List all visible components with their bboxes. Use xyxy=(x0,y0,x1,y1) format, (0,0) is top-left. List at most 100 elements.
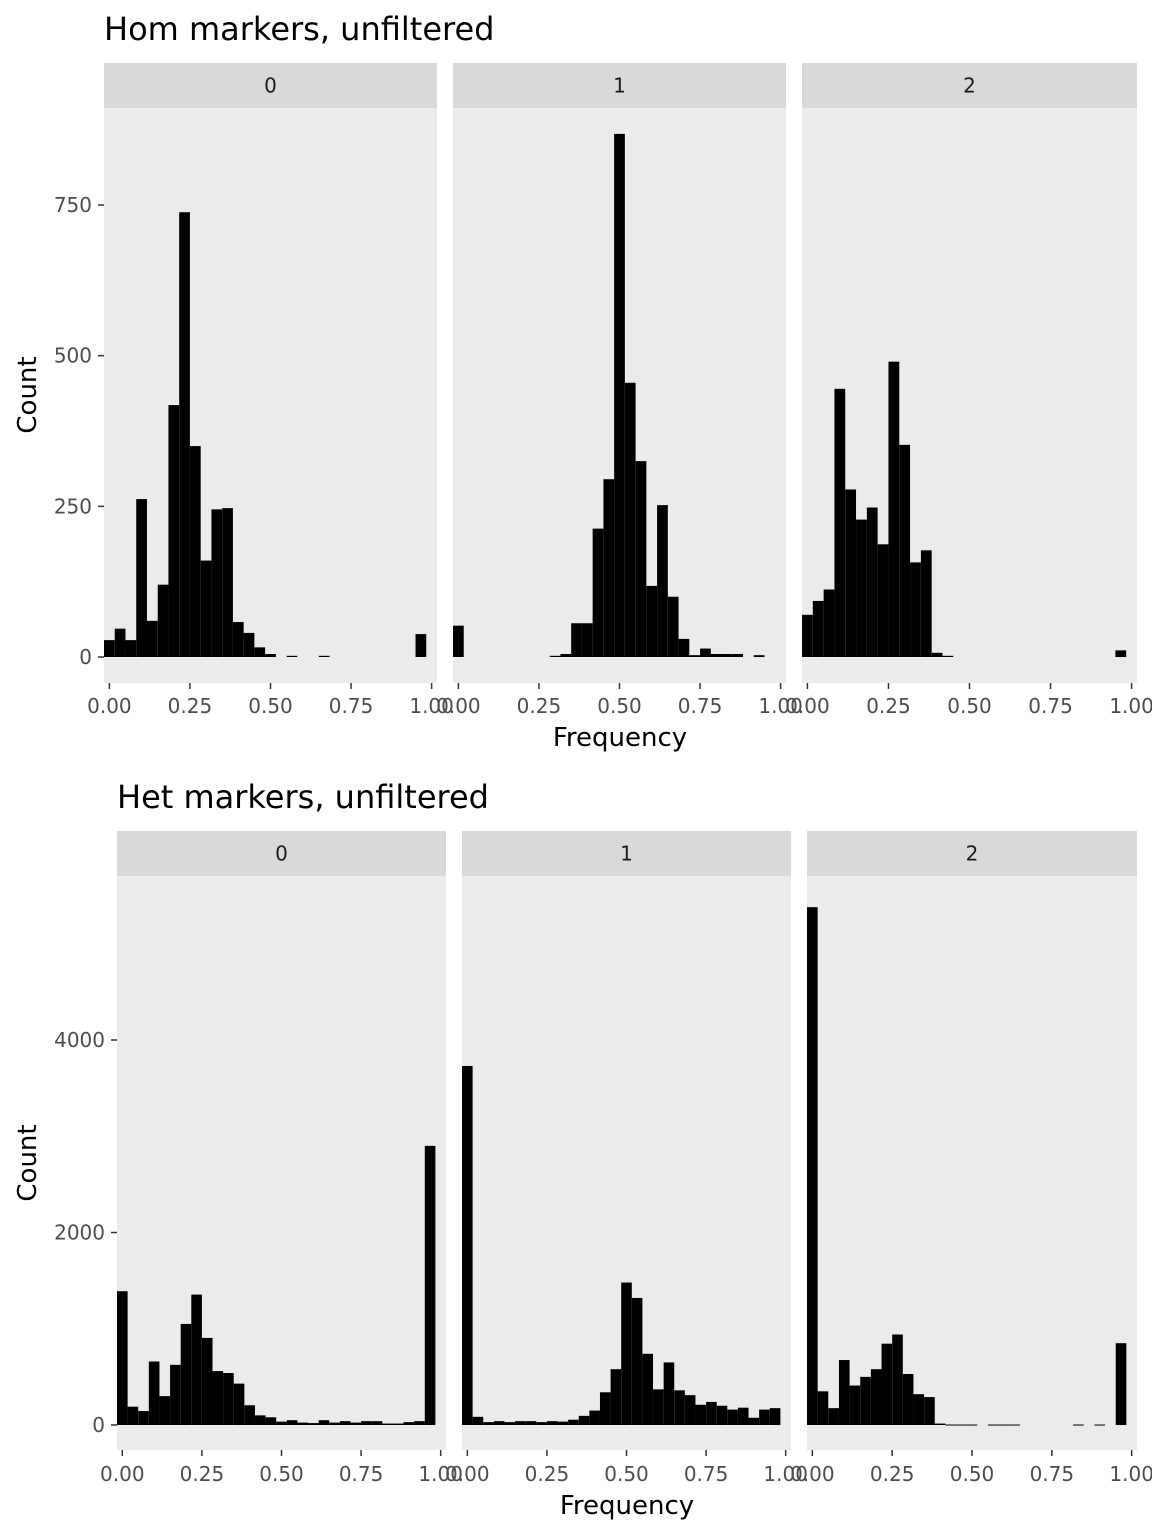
histogram-bar xyxy=(812,600,824,657)
histogram-bar xyxy=(117,1291,128,1425)
histogram-bar xyxy=(838,1360,850,1425)
x-tick-label: 1.00 xyxy=(409,694,454,718)
x-tick-label: 0.75 xyxy=(1030,1462,1075,1486)
histogram-bar xyxy=(828,1408,839,1425)
chart-title: Hom markers, unfiltered xyxy=(104,10,494,48)
facet-strip xyxy=(453,63,786,108)
histogram-bar xyxy=(546,1421,558,1425)
x-tick-label: 0.75 xyxy=(1028,694,1073,718)
x-tick-label: 0.00 xyxy=(445,1462,490,1486)
histogram-bar xyxy=(191,1294,202,1425)
histogram-bar xyxy=(392,1423,404,1425)
histogram-bar xyxy=(557,1421,569,1425)
histogram-bar xyxy=(678,638,690,657)
histogram-bar xyxy=(308,1423,319,1425)
histogram-bar xyxy=(748,1417,760,1425)
histogram-bar xyxy=(759,1409,770,1425)
x-tick-label: 0.00 xyxy=(785,694,830,718)
histogram-bar xyxy=(415,634,427,657)
histogram-bar xyxy=(211,509,223,657)
facet-strip-label: 0 xyxy=(275,842,288,866)
histogram-bar xyxy=(860,1376,871,1425)
histogram-bar xyxy=(201,1337,213,1425)
y-axis-title: Count xyxy=(13,356,43,433)
histogram-bar xyxy=(642,1353,654,1425)
histogram-bar xyxy=(212,1371,224,1425)
histogram-bar xyxy=(1009,1424,1020,1426)
facet-strip xyxy=(117,831,446,876)
histogram-bar xyxy=(913,1394,925,1425)
x-tick-label: 0.25 xyxy=(180,1462,225,1486)
facet-strip xyxy=(807,831,1137,876)
histogram-bar xyxy=(721,653,733,657)
histogram-bar xyxy=(1073,1424,1084,1426)
histogram-bar xyxy=(856,519,867,657)
histogram-bar xyxy=(536,1422,547,1425)
histogram-bar xyxy=(179,212,190,657)
histogram-bar xyxy=(934,1423,946,1425)
histogram-bar xyxy=(180,1323,192,1425)
histogram-bar xyxy=(493,1421,505,1425)
histogram-bar xyxy=(987,1424,999,1426)
histogram-bar xyxy=(931,652,943,657)
histogram-bar xyxy=(297,1422,309,1425)
x-tick-label: 0.50 xyxy=(259,1462,304,1486)
facet-strip xyxy=(104,63,437,108)
x-tick-label: 1.00 xyxy=(758,694,803,718)
histogram-bar xyxy=(318,1420,330,1425)
chart-1: Hom markers, unfiltered 0 0.00 0.25 0.50 0.75… xyxy=(13,10,1152,753)
x-tick-label: 1.00 xyxy=(1109,1462,1152,1486)
x-tick-label: 0.50 xyxy=(604,1462,649,1486)
histogram-bar xyxy=(667,596,679,657)
histogram-bar xyxy=(127,1406,139,1425)
x-axis-title: Frequency xyxy=(560,1491,694,1521)
histogram-bar xyxy=(148,1361,160,1425)
histogram-bar xyxy=(689,655,701,657)
histogram-bar xyxy=(232,622,244,657)
histogram-bar xyxy=(223,1373,234,1425)
histogram-bar xyxy=(549,655,561,657)
histogram-bar xyxy=(254,1415,266,1425)
histogram-bar xyxy=(732,653,744,657)
histogram-bar xyxy=(727,1409,738,1425)
facet-strip-label: 2 xyxy=(966,842,979,866)
facet-panel-1: 1 0.00 0.25 0.50 0.75 1.00 xyxy=(445,831,808,1486)
histogram-bar xyxy=(329,1422,340,1425)
histogram-bar xyxy=(339,1421,351,1425)
histogram-bar xyxy=(945,1424,957,1426)
histogram-bar xyxy=(834,388,846,657)
x-tick-label: 0.00 xyxy=(100,1462,145,1486)
histogram-bar xyxy=(845,489,857,657)
histogram-bar xyxy=(866,507,878,657)
histogram-bar xyxy=(998,1424,1010,1426)
histogram-bar xyxy=(910,562,921,657)
facet-strip-label: 0 xyxy=(264,74,277,98)
facet-panel-2: 2 0.00 0.25 0.50 0.75 1.00 xyxy=(790,831,1152,1486)
histogram-bar xyxy=(614,133,625,658)
histogram-bar xyxy=(674,1390,685,1425)
histogram-bar xyxy=(578,1415,590,1425)
x-tick-label: 0.75 xyxy=(339,1462,384,1486)
histogram-bar xyxy=(892,1334,903,1425)
histogram-bar xyxy=(610,1369,622,1425)
histogram-bar xyxy=(695,1404,707,1425)
histogram-bar xyxy=(244,1405,255,1425)
histogram-bar xyxy=(924,1397,935,1425)
facet-panel-1: 1 0.00 0.25 0.50 0.75 1.00 xyxy=(436,63,803,718)
histogram-bar xyxy=(657,505,668,657)
histogram-bar xyxy=(265,653,276,657)
histogram-bar xyxy=(807,907,818,1425)
y-tick-label: 500 xyxy=(54,344,92,368)
histogram-bar xyxy=(170,1364,181,1425)
histogram-bar xyxy=(737,1407,749,1425)
panel-background xyxy=(104,108,437,683)
x-tick-label: 0.00 xyxy=(436,694,481,718)
histogram-bar xyxy=(114,628,126,657)
x-tick-label: 0.50 xyxy=(248,694,293,718)
histogram-bar xyxy=(902,1373,914,1425)
x-tick-label: 1.00 xyxy=(1109,694,1152,718)
x-tick-label: 0.75 xyxy=(329,694,374,718)
facet-strip xyxy=(802,63,1137,108)
histogram-bar xyxy=(888,361,900,657)
y-tick-label: 750 xyxy=(54,193,92,217)
